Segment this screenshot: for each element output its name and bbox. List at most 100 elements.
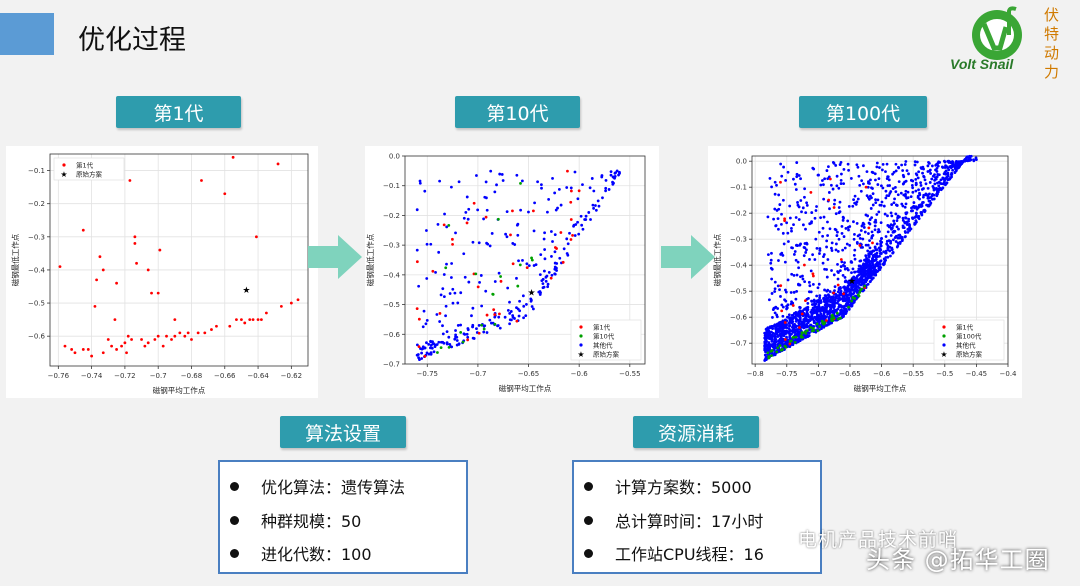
legend-label: 原始方案 (593, 350, 620, 359)
data-point (804, 317, 808, 321)
title-accent-bar (0, 13, 54, 55)
data-point (427, 342, 431, 346)
data-point (913, 221, 917, 225)
data-point (816, 329, 820, 333)
data-point (873, 252, 877, 256)
data-point (928, 181, 932, 184)
data-point (890, 226, 894, 230)
data-point (822, 197, 826, 201)
data-point (153, 338, 157, 341)
data-point (837, 186, 841, 190)
data-point (789, 291, 793, 294)
data-point (444, 314, 447, 318)
data-point (877, 228, 880, 231)
data-point (462, 216, 466, 220)
data-point (773, 351, 777, 355)
data-point (836, 307, 840, 311)
data-point (781, 231, 785, 235)
data-point (832, 316, 836, 320)
data-point (243, 321, 247, 325)
data-point (827, 191, 831, 194)
data-point (471, 306, 475, 310)
data-point (899, 191, 903, 195)
data-point (792, 290, 796, 294)
data-point (889, 234, 893, 237)
data-point (464, 210, 468, 214)
data-point (796, 201, 799, 204)
y-tick-label: 0.0 (389, 153, 400, 161)
data-point (429, 346, 432, 350)
data-point (546, 210, 549, 214)
x-tick-label: −0.7 (810, 370, 827, 378)
data-point (462, 252, 466, 256)
data-point (471, 240, 475, 244)
data-point (897, 233, 900, 237)
data-point (958, 160, 962, 163)
data-point (794, 216, 798, 219)
data-point (778, 344, 782, 347)
data-point (834, 248, 838, 252)
data-point (885, 194, 889, 197)
data-point (850, 271, 853, 275)
data-point (842, 285, 845, 289)
data-point (901, 216, 905, 220)
data-point (864, 185, 868, 189)
data-point (508, 322, 511, 326)
data-point (781, 314, 785, 318)
data-point (926, 164, 930, 168)
resource-usage-label: 资源消耗 (633, 416, 759, 448)
data-point (547, 197, 551, 201)
data-point (773, 280, 777, 284)
data-point (455, 339, 459, 342)
data-point (872, 270, 876, 274)
data-point (843, 261, 846, 265)
data-point (511, 209, 514, 213)
data-point (532, 264, 536, 267)
data-point (880, 236, 883, 240)
data-point (821, 179, 824, 182)
data-point (415, 248, 419, 252)
data-point (860, 281, 864, 285)
data-point (425, 242, 429, 246)
data-point (618, 170, 621, 174)
data-point (829, 296, 833, 300)
data-point (818, 252, 821, 255)
data-point (836, 277, 840, 281)
data-point (416, 353, 420, 356)
data-point (815, 246, 819, 250)
data-point (775, 350, 779, 354)
data-point (773, 180, 777, 184)
data-point (885, 162, 889, 166)
data-point (915, 160, 919, 164)
data-point (903, 235, 907, 239)
data-point (907, 217, 911, 221)
data-point (527, 210, 530, 214)
data-point (894, 162, 898, 166)
data-point (788, 342, 792, 346)
data-point (884, 170, 887, 174)
data-point (811, 274, 815, 278)
x-tick-label: −0.8 (747, 370, 764, 378)
legend-label: 第10代 (593, 332, 615, 341)
data-point (826, 258, 830, 261)
data-point (474, 272, 478, 276)
data-point (867, 197, 871, 201)
data-point (470, 314, 473, 318)
data-point (770, 354, 773, 357)
data-point (774, 337, 778, 341)
data-point (445, 330, 449, 334)
data-point (780, 212, 783, 216)
x-tick-label: −0.6 (571, 370, 589, 378)
data-point (888, 245, 892, 249)
data-point (858, 183, 862, 187)
data-point (845, 288, 849, 292)
original-design-star: ★ (528, 289, 536, 299)
data-point (806, 313, 810, 317)
data-point (817, 230, 821, 234)
data-point (929, 172, 933, 175)
data-point (859, 229, 863, 232)
y-tick-label: −0.5 (28, 300, 45, 308)
data-point (541, 286, 545, 290)
data-point (790, 300, 793, 304)
plot-frame (404, 155, 646, 365)
